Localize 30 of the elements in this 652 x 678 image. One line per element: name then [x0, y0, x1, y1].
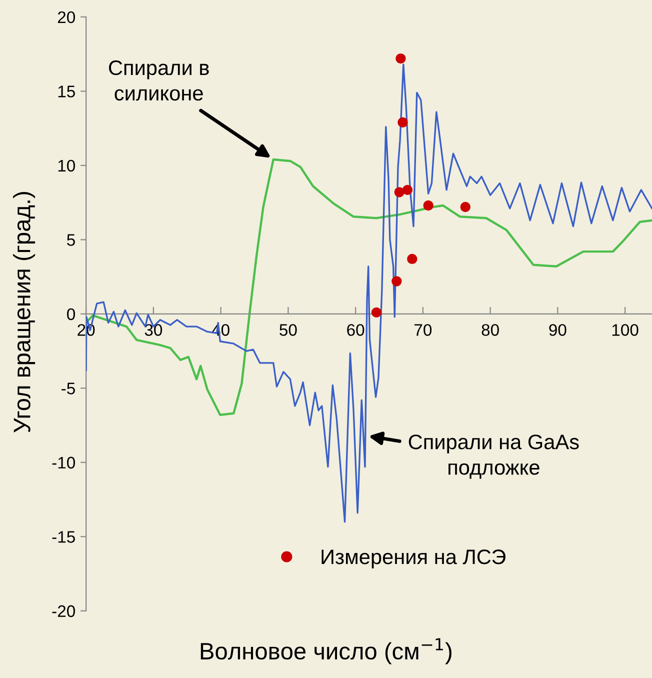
point [392, 276, 402, 286]
y-tick-label: -20 [52, 605, 75, 618]
y-tick-label: -5 [62, 382, 75, 394]
x-tick-label: 50 [280, 324, 297, 336]
y-tick-label: 15 [58, 86, 75, 98]
annotation: Спирали на GaAs подложке [408, 434, 579, 479]
x-tick-label: 90 [549, 324, 566, 336]
y-tick-label: 5 [67, 234, 75, 246]
point [402, 184, 413, 196]
point [407, 254, 418, 264]
y-tick-label: -10 [52, 456, 75, 469]
x-tick-label: 70 [414, 324, 432, 336]
x-tick-label: 100 [612, 324, 638, 336]
y-tick-label: -15 [52, 531, 75, 543]
x-tick-label: 30 [144, 324, 162, 336]
y-axis-title: Угол вращения (град.) [13, 192, 36, 433]
point [396, 53, 406, 64]
point [423, 200, 434, 211]
point [460, 202, 470, 212]
point [394, 187, 404, 198]
x-tick-label: 60 [347, 324, 364, 336]
y-tick-label: 10 [58, 160, 75, 172]
y-tick-label: 20 [58, 11, 75, 24]
point [398, 117, 408, 128]
point [371, 307, 382, 318]
y-tick-label: 0 [67, 308, 75, 320]
legend-label: Измерения на ЛСЭ [322, 550, 506, 568]
x-tick-label: 80 [482, 324, 499, 336]
annotation: Спирали в силиконе [108, 60, 209, 101]
x-axis-title: Волновое число (см$^{−1}$) [200, 638, 452, 664]
